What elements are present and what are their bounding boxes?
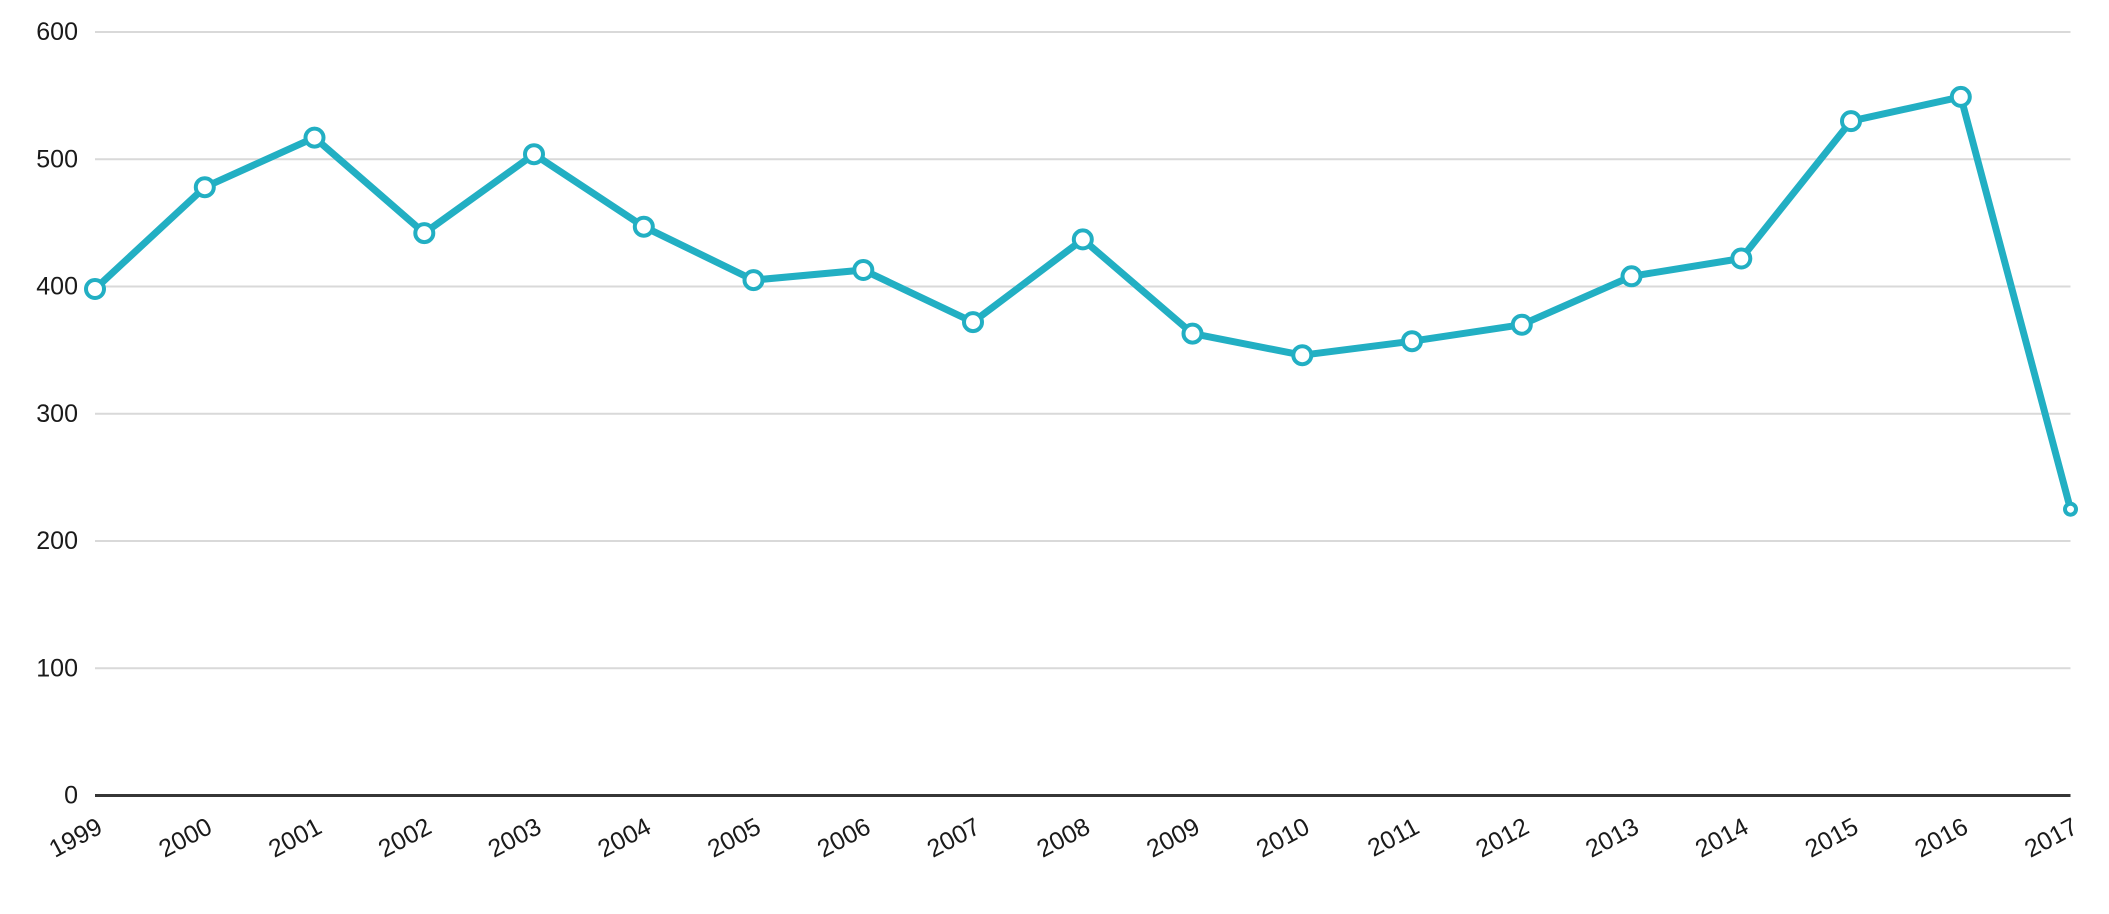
x-axis-tick-label: 2015 (1801, 813, 1863, 864)
data-point-marker (962, 311, 984, 334)
x-axis-tick-label: 2009 (1142, 813, 1204, 864)
data-point-marker (1401, 330, 1423, 353)
data-point-marker (742, 269, 765, 292)
x-axis-tick-label: 2007 (923, 813, 985, 864)
x-axis-tick-label: 2001 (264, 813, 326, 864)
data-point-marker (1510, 313, 1533, 336)
x-axis-tick-label: 2016 (1910, 813, 1972, 864)
y-axis-tick-label: 200 (36, 527, 78, 555)
data-point-marker (1071, 228, 1094, 251)
x-axis-tick-label: 2012 (1471, 813, 1533, 864)
x-axis-tick-label: 2005 (703, 813, 765, 864)
x-axis-tick-label: 2003 (484, 813, 546, 864)
data-point-marker (632, 215, 655, 238)
data-point-marker (84, 278, 106, 300)
x-axis-tick-label: 2008 (1032, 813, 1094, 864)
x-axis-tick-label: 2000 (154, 813, 216, 864)
y-axis-tick-label: 100 (36, 654, 78, 682)
data-point-marker (1620, 265, 1643, 288)
x-axis-tick-label: 2004 (593, 813, 655, 864)
data-point-marker (1840, 110, 1862, 133)
y-axis-tick-label: 500 (36, 145, 78, 173)
data-point-marker (1730, 247, 1753, 270)
y-axis-tick-label: 0 (64, 782, 78, 810)
data-point-marker (2063, 501, 2078, 517)
x-axis-tick-label: 2002 (374, 813, 436, 864)
x-axis-tick-label: 1999 (45, 813, 107, 864)
y-axis-tick-label: 300 (36, 400, 78, 428)
x-axis-tick-label: 2011 (1363, 813, 1424, 863)
y-axis-tick-label: 600 (36, 18, 78, 46)
x-axis-tick-label: 2013 (1581, 813, 1643, 864)
data-point-marker (1949, 85, 1972, 108)
data-point-marker (523, 143, 545, 166)
y-axis-tick-label: 400 (36, 273, 78, 301)
data-point-marker (303, 126, 326, 149)
x-axis-tick-label: 2017 (2020, 813, 2082, 864)
x-axis-tick-label: 2006 (813, 813, 875, 864)
x-axis-tick-label: 2010 (1252, 813, 1314, 864)
data-point-marker (1181, 322, 1204, 345)
x-axis-tick-label: 2014 (1691, 813, 1753, 864)
data-point-marker (193, 176, 216, 199)
data-point-marker (852, 259, 875, 281)
data-point-marker (413, 222, 436, 245)
data-point-marker (1291, 344, 1314, 367)
